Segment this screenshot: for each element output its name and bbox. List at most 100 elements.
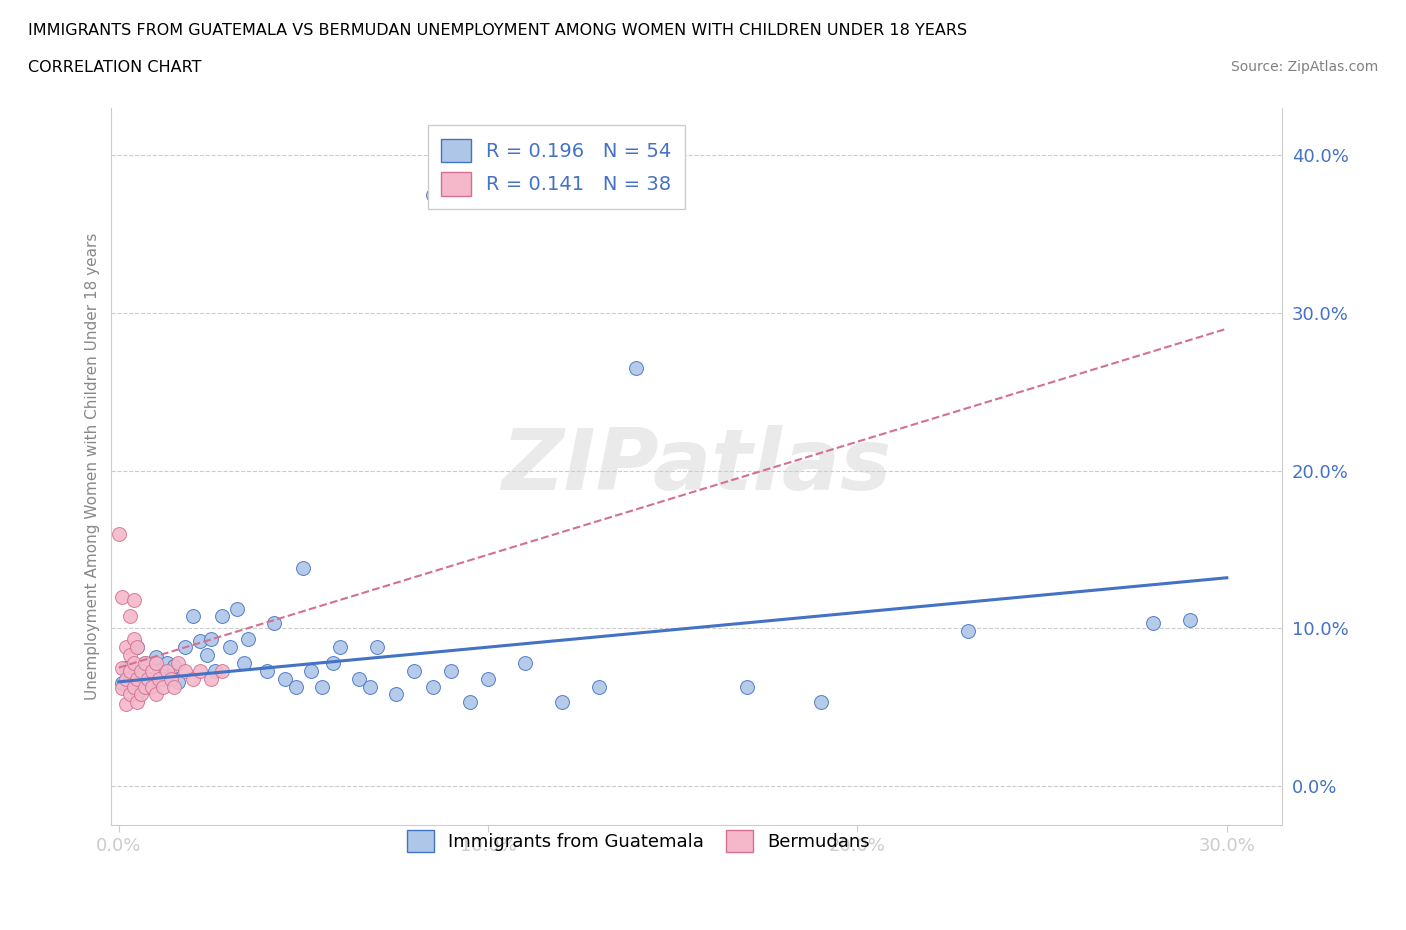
Y-axis label: Unemployment Among Women with Children Under 18 years: Unemployment Among Women with Children U…: [86, 232, 100, 700]
Point: [236, 631, 259, 646]
Point: [152, 679, 174, 694]
Point: [588, 679, 610, 694]
Point: [127, 671, 149, 686]
Point: [440, 663, 463, 678]
Text: IMMIGRANTS FROM GUATEMALA VS BERMUDAN UNEMPLOYMENT AMONG WOMEN WITH CHILDREN UND: IMMIGRANTS FROM GUATEMALA VS BERMUDAN UN…: [28, 23, 967, 38]
Point: [174, 640, 197, 655]
Text: CORRELATION CHART: CORRELATION CHART: [28, 60, 201, 75]
Point: [122, 679, 145, 694]
Point: [107, 526, 129, 541]
Text: Source: ZipAtlas.com: Source: ZipAtlas.com: [1230, 60, 1378, 74]
Point: [134, 679, 156, 694]
Point: [111, 676, 134, 691]
Point: [145, 649, 167, 664]
Point: [624, 361, 647, 376]
Point: [211, 608, 233, 623]
Point: [167, 656, 190, 671]
Point: [111, 590, 134, 604]
Point: [115, 697, 138, 711]
Point: [127, 695, 149, 710]
Point: [422, 679, 444, 694]
Point: [138, 679, 160, 694]
Point: [141, 671, 163, 686]
Point: [359, 679, 381, 694]
Point: [167, 674, 190, 689]
Point: [404, 663, 426, 678]
Point: [385, 687, 408, 702]
Point: [174, 663, 197, 678]
Point: [366, 640, 388, 655]
Point: [347, 671, 370, 686]
Point: [141, 679, 163, 694]
Point: [111, 681, 134, 696]
Point: [810, 695, 832, 710]
Point: [152, 671, 174, 686]
Point: [292, 561, 315, 576]
Point: [118, 687, 141, 702]
Point: [129, 663, 152, 678]
Point: [148, 671, 170, 686]
Legend: Immigrants from Guatemala, Bermudans: Immigrants from Guatemala, Bermudans: [399, 823, 877, 859]
Point: [159, 668, 181, 683]
Point: [263, 616, 285, 631]
Point: [329, 640, 352, 655]
Point: [200, 671, 222, 686]
Point: [127, 640, 149, 655]
Point: [129, 663, 152, 678]
Point: [1178, 613, 1201, 628]
Point: [127, 640, 149, 655]
Point: [233, 656, 256, 671]
Point: [163, 658, 186, 673]
Point: [551, 695, 574, 710]
Point: [188, 633, 211, 648]
Point: [285, 679, 308, 694]
Point: [299, 663, 322, 678]
Point: [159, 671, 181, 686]
Point: [118, 608, 141, 623]
Point: [111, 660, 134, 675]
Point: [118, 671, 141, 686]
Point: [122, 656, 145, 671]
Point: [735, 679, 758, 694]
Point: [118, 647, 141, 662]
Point: [477, 671, 499, 686]
Point: [204, 663, 226, 678]
Point: [118, 663, 141, 678]
Point: [322, 656, 344, 671]
Point: [148, 663, 170, 678]
Point: [211, 663, 233, 678]
Point: [197, 647, 219, 662]
Point: [218, 640, 240, 655]
Point: [422, 187, 444, 202]
Point: [122, 592, 145, 607]
Point: [957, 624, 980, 639]
Text: ZIPatlas: ZIPatlas: [502, 425, 891, 508]
Point: [115, 660, 138, 675]
Point: [1142, 616, 1164, 631]
Point: [513, 656, 536, 671]
Point: [156, 656, 179, 671]
Point: [122, 668, 145, 683]
Point: [145, 656, 167, 671]
Point: [127, 687, 149, 702]
Point: [311, 679, 333, 694]
Point: [181, 608, 204, 623]
Point: [115, 671, 138, 686]
Point: [200, 631, 222, 646]
Point: [181, 671, 204, 686]
Point: [156, 663, 179, 678]
Point: [226, 602, 249, 617]
Point: [141, 663, 163, 678]
Point: [274, 671, 297, 686]
Point: [256, 663, 278, 678]
Point: [163, 679, 186, 694]
Point: [115, 640, 138, 655]
Point: [134, 656, 156, 671]
Point: [458, 695, 481, 710]
Point: [188, 663, 211, 678]
Point: [138, 671, 160, 686]
Point: [145, 687, 167, 702]
Point: [129, 687, 152, 702]
Point: [122, 631, 145, 646]
Point: [134, 656, 156, 671]
